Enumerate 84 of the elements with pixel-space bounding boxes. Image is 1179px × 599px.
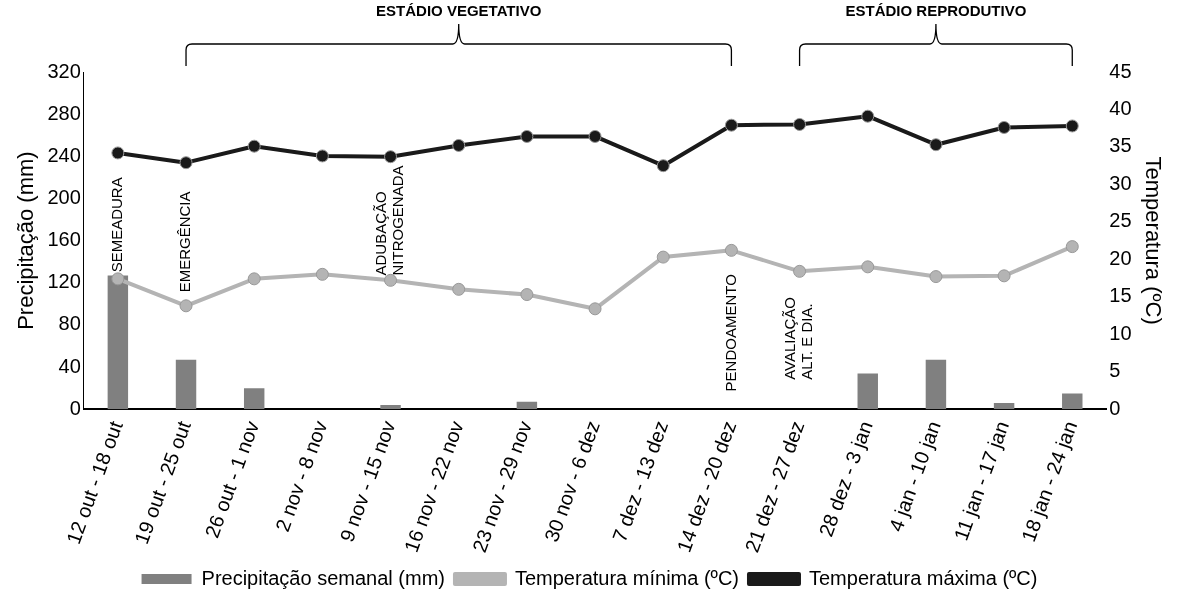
y2-tick-label: 35 — [1109, 134, 1132, 157]
point — [179, 299, 193, 313]
y-tick-label: 320 — [47, 59, 81, 82]
y-tick-label: 200 — [47, 185, 81, 208]
y-tick-label: 160 — [47, 228, 81, 251]
y2-tick-label: 25 — [1109, 209, 1132, 232]
annotation: EMERGÊNCIA — [176, 191, 194, 293]
y2-tick-label: 10 — [1109, 321, 1132, 344]
point — [997, 120, 1011, 134]
bar — [1062, 393, 1083, 410]
x-tick-label: 19 out - 25 out — [130, 417, 196, 547]
y2-tick-label: 40 — [1109, 96, 1132, 119]
point — [315, 267, 329, 281]
legend-label: Temperatura máxima (ºC) — [808, 566, 1038, 589]
point — [247, 139, 261, 153]
x-tick-label: 30 nov - 6 dez — [539, 418, 604, 545]
point — [315, 149, 329, 163]
point — [793, 264, 807, 278]
point — [588, 302, 602, 316]
bar — [516, 401, 538, 410]
bar — [380, 405, 401, 410]
x-tick-label: 4 jan - 10 jan — [884, 418, 945, 535]
x-tick-label: 12 out - 18 out — [62, 417, 127, 547]
point — [724, 243, 738, 257]
point — [656, 159, 670, 173]
point — [861, 260, 875, 274]
text: ESTÁDIO REPRODUTIVO — [845, 2, 1027, 20]
x-tick-label: 2 nov - 8 nov — [271, 418, 332, 535]
bar — [857, 373, 878, 410]
x-tick-label: 7 dez - 13 dez — [608, 418, 673, 545]
point — [520, 129, 534, 143]
y-tick-label: 280 — [47, 101, 81, 124]
point — [588, 129, 602, 143]
y-axis-title: Precipitação (mm) — [13, 151, 39, 330]
x-tick-label: 26 out - 1 nov — [200, 418, 264, 541]
annotation: ADUBAÇÃO NITROGENADA — [372, 165, 407, 276]
point — [384, 150, 398, 164]
y-tick-label: 40 — [58, 354, 81, 377]
y2-tick-label: 20 — [1109, 246, 1132, 269]
x-tick-label: 21 dez - 27 dez — [740, 418, 809, 556]
point — [656, 250, 670, 264]
point — [1065, 119, 1079, 133]
x-tick-label: 28 dez - 3 jan — [814, 418, 877, 540]
annotation: SEMEADURA — [108, 177, 125, 273]
bar — [175, 359, 197, 410]
bar — [925, 359, 947, 410]
y-tick-label: 0 — [69, 396, 81, 419]
point — [111, 146, 125, 160]
y2-tick-label: 45 — [1109, 59, 1132, 82]
point — [452, 282, 466, 296]
point — [179, 156, 193, 170]
bar — [243, 388, 265, 410]
x-tick-label: 11 jan - 17 jan — [949, 418, 1014, 544]
point — [247, 272, 261, 286]
y-tick-label: 80 — [58, 312, 81, 335]
annotation: PENDOAMENTO — [721, 274, 739, 392]
text: ESTÁDIO VEGETATIVO — [376, 2, 542, 20]
point — [111, 272, 125, 286]
legend-label: Precipitação semanal (mm) — [201, 566, 445, 589]
y2-tick-label: 5 — [1109, 359, 1121, 382]
y2-axis-title: Temperatura (ºC) — [1140, 156, 1166, 325]
y2-tick-label: 15 — [1109, 284, 1132, 307]
point — [793, 117, 807, 131]
y2-tick-label: 0 — [1109, 396, 1121, 419]
x-tick-label: 18 jan - 24 jan — [1017, 418, 1082, 545]
x-tick-label: 9 nov - 15 nov — [335, 418, 400, 545]
bar — [993, 402, 1015, 410]
y-tick-label: 240 — [47, 143, 81, 166]
point — [929, 138, 943, 152]
point — [520, 288, 534, 302]
point — [997, 269, 1011, 283]
x-tick-label: 14 dez - 20 dez — [672, 418, 741, 556]
point — [1065, 240, 1079, 254]
point — [452, 138, 466, 152]
point — [929, 270, 943, 284]
x-tick-label: 23 nov - 29 nov — [468, 418, 536, 556]
y2-tick-label: 30 — [1109, 171, 1132, 194]
annotation: AVALIAÇÃO ALT. E DIA. — [781, 297, 816, 380]
point — [861, 109, 875, 123]
x-tick-label: 16 nov - 22 nov — [399, 418, 468, 556]
y-tick-label: 120 — [47, 270, 81, 293]
legend-label: Temperatura mínima (ºC) — [514, 566, 739, 589]
point — [724, 118, 738, 132]
bar — [107, 275, 129, 410]
